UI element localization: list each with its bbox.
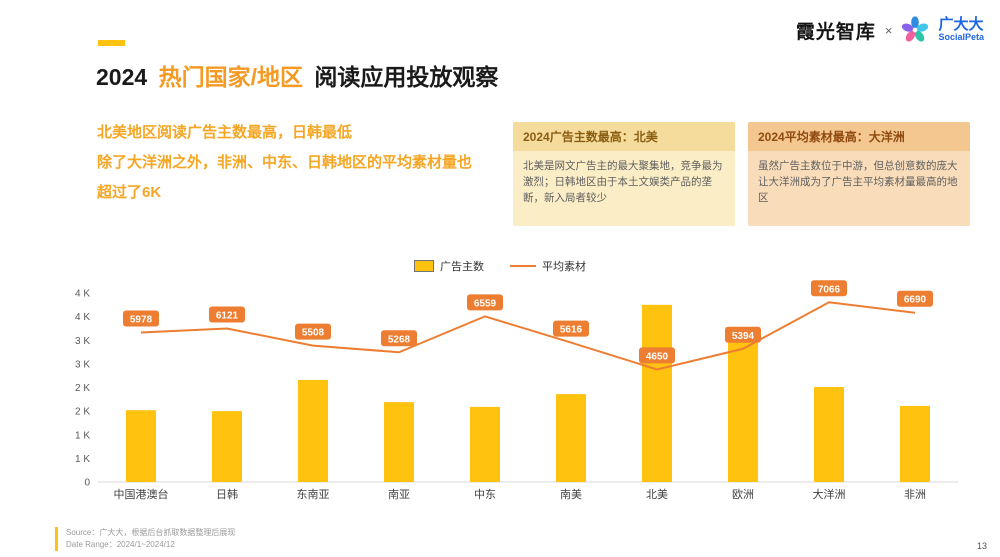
line-value-badge: [553, 320, 589, 337]
y-tick-label: 2 K: [75, 383, 90, 394]
line-value-badge: [381, 330, 417, 347]
header-brands: 霞光智库 × 广大大 SocialPeta: [796, 16, 984, 44]
source-text: 广大大，根据后台抓取数据整理后展现: [99, 528, 236, 537]
legend-line-label: 平均素材: [542, 261, 586, 273]
x-category-label: 大洋洲: [813, 487, 846, 501]
title-year: 2024: [96, 64, 148, 90]
line-value-label: 5616: [560, 325, 583, 336]
footer-source-row: Source：广大大，根据后台抓取数据整理后展现: [66, 527, 235, 539]
line-value-label: 4650: [646, 351, 669, 362]
date-range-label: Date Range：: [66, 540, 117, 549]
bar-东南亚: [298, 379, 328, 482]
legend-item-bars: 广告主数: [414, 258, 484, 274]
x-category-label: 北美: [646, 488, 668, 501]
summary-line-2: 除了大洋洲之外，非洲、中东、日韩地区的平均素材量也超过了6K: [97, 154, 473, 201]
footer-accent-line: [55, 527, 58, 551]
bar-中国港澳台: [126, 410, 156, 482]
line-value-label: 5268: [388, 334, 411, 345]
y-tick-label: 0: [84, 478, 90, 489]
line-value-badge: [295, 323, 331, 340]
line-value-badge: [123, 310, 159, 327]
brand-separator: ×: [884, 22, 893, 38]
bar-南美: [556, 394, 586, 482]
date-range-text: 2024/1~2024/12: [116, 540, 175, 549]
brand-xiaguang-label: 霞光智库: [795, 21, 876, 43]
legend-bar-label: 广告主数: [440, 261, 484, 273]
bar-日韩: [212, 411, 242, 482]
line-value-label: 7066: [818, 284, 841, 295]
line-value-label: 6690: [904, 295, 927, 306]
bar-中东: [470, 406, 500, 482]
chart-legend: 广告主数 平均素材: [0, 258, 1000, 274]
y-tick-label: 4 K: [75, 289, 90, 300]
x-category-label: 南亚: [388, 488, 410, 501]
line-value-label: 5978: [130, 315, 153, 326]
brand-guangdada-label: 广大大: [938, 16, 984, 34]
x-category-label: 中东: [474, 488, 496, 501]
line-value-badge: [639, 347, 675, 364]
x-category-label: 日韩: [216, 487, 238, 501]
brand-guangdada-block: 广大大 SocialPeta: [938, 16, 984, 43]
line-series: [140, 301, 916, 371]
footer-source: Source：广大大，根据后台抓取数据整理后展现 Date Range：2024…: [66, 527, 235, 551]
title-accent-dash: [98, 40, 125, 46]
combo-chart-svg: 0 1 K 1 K 2 K 2 K 3 K 3 K 4 K 4 K 中国港澳台 日韩 东南亚 南亚 中东 南…: [75, 280, 958, 501]
y-tick-label: 3 K: [75, 359, 90, 370]
page-title: 2024 热门国家/地区 阅读应用投放观察: [96, 58, 503, 92]
legend-item-line: 平均素材: [510, 258, 586, 274]
bar-大洋洲: [814, 387, 844, 482]
y-tick-label: 1 K: [75, 454, 90, 465]
legend-bar-swatch-icon: [414, 260, 434, 272]
line-value-label: 5394: [732, 331, 755, 342]
x-category-label: 南美: [560, 488, 582, 501]
line-value-badge: [725, 326, 761, 343]
page-number: 13: [976, 541, 987, 551]
line-value-badge: [467, 294, 503, 311]
bar-欧洲: [728, 337, 758, 482]
footer-date-row: Date Range：2024/1~2024/12: [66, 539, 235, 551]
line-value-badge: [209, 306, 245, 323]
brand-socialpeta-label: SocialPeta: [938, 32, 984, 43]
y-tick-label: 4 K: [75, 312, 90, 323]
callout-north-america-body: 北美是网文广告主的最大聚集地，竞争最为激烈；日韩地区由于本土文娱类产品的垄断，新…: [523, 160, 723, 204]
summary-line-1: 北美地区阅读广告主数最高，日韩最低: [97, 124, 353, 141]
title-rest: 阅读应用投放观察: [314, 64, 499, 90]
callout-oceania: 2024平均素材最高：大洋洲 虽然广告主数位于中游，但总创意数的庞大让大洋洲成为…: [748, 122, 970, 226]
bar-北美: [642, 304, 672, 482]
y-tick-label: 1 K: [75, 430, 90, 441]
y-tick-label: 2 K: [75, 407, 90, 418]
callout-north-america: 2024广告主数最高：北美 北美是网文广告主的最大聚集地，竞争最为激烈；日韩地区…: [513, 122, 735, 226]
legend-line-swatch-icon: [510, 265, 536, 267]
x-category-label: 东南亚: [297, 488, 330, 501]
title-highlight: 热门国家/地区: [158, 64, 303, 90]
summary-text: 北美地区阅读广告主数最高，日韩最低 除了大洋洲之外，非洲、中东、日韩地区的平均素…: [97, 118, 477, 208]
source-label: Source：: [66, 528, 100, 537]
line-value-label: 6121: [216, 311, 239, 322]
callout-north-america-title: 2024广告主数最高：北美: [513, 122, 735, 151]
x-category-label: 中国港澳台: [114, 487, 169, 501]
line-value-label: 6559: [474, 298, 497, 309]
line-value-badge: [897, 290, 933, 307]
y-tick-label: 3 K: [75, 336, 90, 347]
callout-oceania-body: 虽然广告主数位于中游，但总创意数的庞大让大洋洲成为了广告主平均素材量最高的地区: [758, 160, 958, 204]
bar-南亚: [384, 402, 414, 482]
x-category-label: 非洲: [904, 488, 926, 501]
socialpeta-pinwheel-logo-icon: [901, 16, 929, 44]
bar-非洲: [900, 405, 930, 482]
x-category-label: 欧洲: [732, 488, 754, 501]
line-value-badge: [811, 280, 847, 297]
callout-oceania-title: 2024平均素材最高：大洋洲: [748, 122, 970, 151]
line-value-label: 5508: [302, 328, 325, 339]
